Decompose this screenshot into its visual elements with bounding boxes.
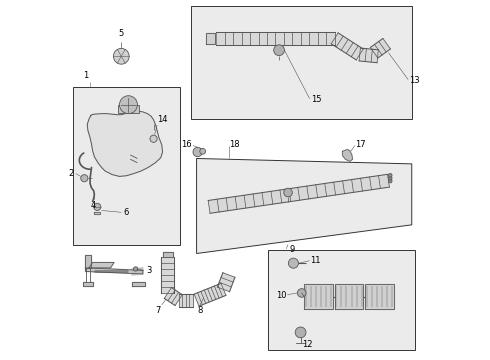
Text: 14: 14 xyxy=(157,116,168,125)
Polygon shape xyxy=(343,149,353,161)
Bar xyxy=(269,250,416,350)
Circle shape xyxy=(193,147,202,157)
Circle shape xyxy=(150,135,157,142)
Circle shape xyxy=(200,148,205,154)
Polygon shape xyxy=(163,252,172,257)
Polygon shape xyxy=(370,39,391,58)
Text: 10: 10 xyxy=(276,291,286,300)
Circle shape xyxy=(133,267,138,271)
Text: 4: 4 xyxy=(91,201,97,210)
Text: 2: 2 xyxy=(68,169,73,178)
Polygon shape xyxy=(95,212,100,214)
Text: 5: 5 xyxy=(119,30,124,39)
Text: 11: 11 xyxy=(310,256,321,265)
Polygon shape xyxy=(89,262,114,268)
Text: 12: 12 xyxy=(302,339,312,348)
Polygon shape xyxy=(132,282,145,286)
Circle shape xyxy=(120,96,137,114)
Polygon shape xyxy=(85,268,143,274)
Circle shape xyxy=(289,258,298,268)
Polygon shape xyxy=(196,158,412,253)
Polygon shape xyxy=(179,294,193,307)
Polygon shape xyxy=(85,255,91,268)
Text: 9: 9 xyxy=(290,244,295,253)
Polygon shape xyxy=(205,33,215,44)
Text: 3: 3 xyxy=(147,266,152,275)
Text: 15: 15 xyxy=(311,95,322,104)
Polygon shape xyxy=(304,284,333,309)
Circle shape xyxy=(284,188,293,197)
Bar xyxy=(118,105,139,113)
Text: 16: 16 xyxy=(181,140,192,149)
Circle shape xyxy=(295,327,306,338)
Polygon shape xyxy=(335,284,364,309)
Text: 18: 18 xyxy=(229,140,240,149)
Circle shape xyxy=(94,203,101,211)
Polygon shape xyxy=(208,174,390,213)
Text: 17: 17 xyxy=(355,140,366,149)
Polygon shape xyxy=(359,48,378,63)
Text: 8: 8 xyxy=(197,306,203,315)
Polygon shape xyxy=(216,32,335,45)
Circle shape xyxy=(274,45,285,55)
Circle shape xyxy=(389,179,392,183)
Circle shape xyxy=(389,176,392,180)
Polygon shape xyxy=(331,33,363,60)
Circle shape xyxy=(113,48,129,64)
Polygon shape xyxy=(365,284,394,309)
Text: 6: 6 xyxy=(123,208,128,217)
Circle shape xyxy=(389,174,392,177)
Circle shape xyxy=(81,175,88,182)
Polygon shape xyxy=(83,282,93,286)
Polygon shape xyxy=(87,111,163,176)
Text: 13: 13 xyxy=(409,76,420,85)
Text: 7: 7 xyxy=(155,306,161,315)
Polygon shape xyxy=(161,257,174,293)
Bar xyxy=(191,6,412,119)
Polygon shape xyxy=(194,283,226,306)
Polygon shape xyxy=(218,273,235,292)
Polygon shape xyxy=(132,268,143,275)
Polygon shape xyxy=(164,288,182,306)
Text: 1: 1 xyxy=(83,71,88,80)
Bar xyxy=(73,87,180,244)
Circle shape xyxy=(297,289,306,297)
